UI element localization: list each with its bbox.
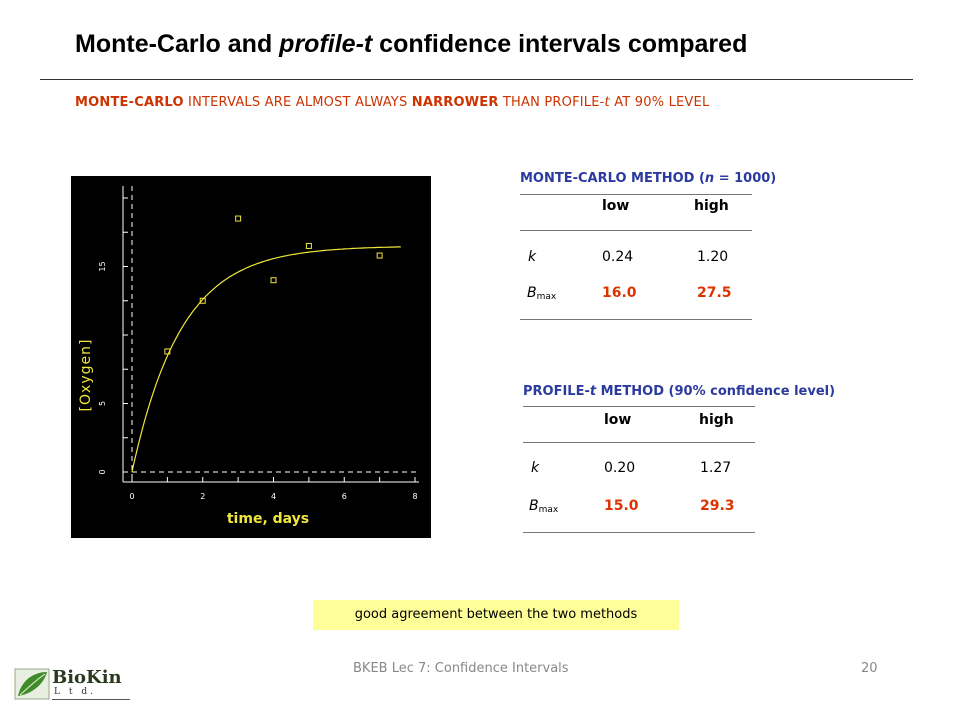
x-tick-label: 2 — [200, 492, 205, 501]
pt-bmax-low: 15.0 — [604, 498, 639, 514]
pt-col-high: high — [699, 412, 734, 428]
pt-row-bmax-label: Bmax — [529, 498, 558, 515]
title-emphasis: profile-t — [279, 30, 373, 58]
profile-t-heading: PROFILE-t METHOD (90% confidence level) — [523, 384, 835, 399]
logo-subtext: L t d. — [54, 687, 96, 697]
subtitle-part3: NARROWER — [411, 95, 499, 110]
biokin-logo: BioKin L t d. — [14, 667, 130, 704]
mc-table-bottom-rule — [520, 319, 752, 320]
pt-k-high: 1.27 — [700, 460, 732, 476]
data-point — [199, 297, 206, 304]
mc-bmax-low: 16.0 — [602, 285, 637, 301]
mc-heading-suffix: = 1000) — [714, 171, 777, 186]
subtitle-part1: MONTE-CARLO — [75, 95, 184, 110]
leaf-icon — [14, 668, 50, 700]
pt-b-subscript: max — [538, 505, 559, 515]
subtitle-part5: t — [604, 95, 610, 110]
logo-name: BioKin — [52, 667, 122, 688]
data-point — [270, 277, 277, 284]
subtitle-part6: AT 90% LEVEL — [609, 95, 710, 110]
mc-row-bmax-label: Bmax — [527, 285, 556, 302]
mc-row-k-label: k — [528, 249, 537, 265]
mc-bmax-high: 27.5 — [697, 285, 732, 301]
data-point — [164, 348, 171, 355]
mc-table-top-rule — [520, 194, 752, 195]
pt-heading-prefix: PROFILE- — [523, 384, 590, 399]
mc-heading-n: n — [704, 171, 715, 186]
monte-carlo-heading: MONTE-CARLO METHOD (n = 1000) — [520, 171, 776, 186]
x-tick-label: 6 — [342, 492, 347, 501]
mc-k-low: 0.24 — [602, 249, 634, 265]
footer-caption: BKEB Lec 7: Confidence Intervals — [353, 661, 569, 676]
data-point — [305, 242, 312, 249]
title-divider — [40, 79, 913, 80]
pt-table-header-rule — [523, 442, 755, 443]
title-prefix: Monte-Carlo and — [75, 30, 280, 58]
x-tick-label: 4 — [271, 492, 276, 501]
x-axis-label: time, days — [226, 511, 310, 527]
pt-heading-suffix: METHOD (90% confidence level) — [596, 384, 836, 399]
page-number: 20 — [861, 661, 878, 676]
pt-table-top-rule — [523, 406, 755, 407]
mc-table-header-rule — [520, 230, 752, 231]
mc-heading-prefix: MONTE-CARLO METHOD ( — [520, 171, 705, 186]
mc-col-low: low — [602, 198, 630, 214]
mc-col-high: high — [694, 198, 729, 214]
title-suffix: confidence intervals compared — [372, 30, 748, 58]
agreement-note: good agreement between the two methods — [313, 600, 679, 630]
pt-b-letter: B — [529, 498, 539, 514]
pt-bmax-high: 29.3 — [700, 498, 735, 514]
y-tick-label: 0 — [98, 469, 107, 474]
subtitle-part4: THAN PROFILE- — [498, 95, 605, 110]
data-point — [235, 215, 242, 222]
plot-canvas: 0 2 4 6 8 0 5 15 — [98, 186, 419, 501]
y-tick-label: 5 — [98, 401, 107, 406]
oxygen-plot: 0 2 4 6 8 0 5 15 — [71, 176, 431, 538]
data-point — [376, 252, 383, 259]
x-tick-label: 0 — [129, 492, 134, 501]
pt-table-bottom-rule — [523, 532, 755, 533]
subtitle-part2: INTERVALS ARE ALMOST ALWAYS — [183, 95, 412, 110]
pt-col-low: low — [604, 412, 632, 428]
slide-subtitle: MONTE-CARLO INTERVALS ARE ALMOST ALWAYS … — [75, 95, 709, 110]
fit-curve — [131, 246, 401, 473]
mc-b-subscript: max — [536, 292, 557, 302]
slide-title: Monte-Carlo and profile-t confidence int… — [75, 30, 747, 59]
pt-heading-t: t — [589, 384, 597, 399]
logo-underline — [52, 699, 130, 700]
y-axis-label: [Oxygen] — [78, 338, 94, 412]
y-tick-label: 15 — [98, 261, 107, 271]
mc-k-high: 1.20 — [697, 249, 729, 265]
pt-k-low: 0.20 — [604, 460, 636, 476]
x-tick-label: 8 — [412, 492, 417, 501]
mc-b-letter: B — [527, 285, 537, 301]
pt-row-k-label: k — [531, 460, 540, 476]
